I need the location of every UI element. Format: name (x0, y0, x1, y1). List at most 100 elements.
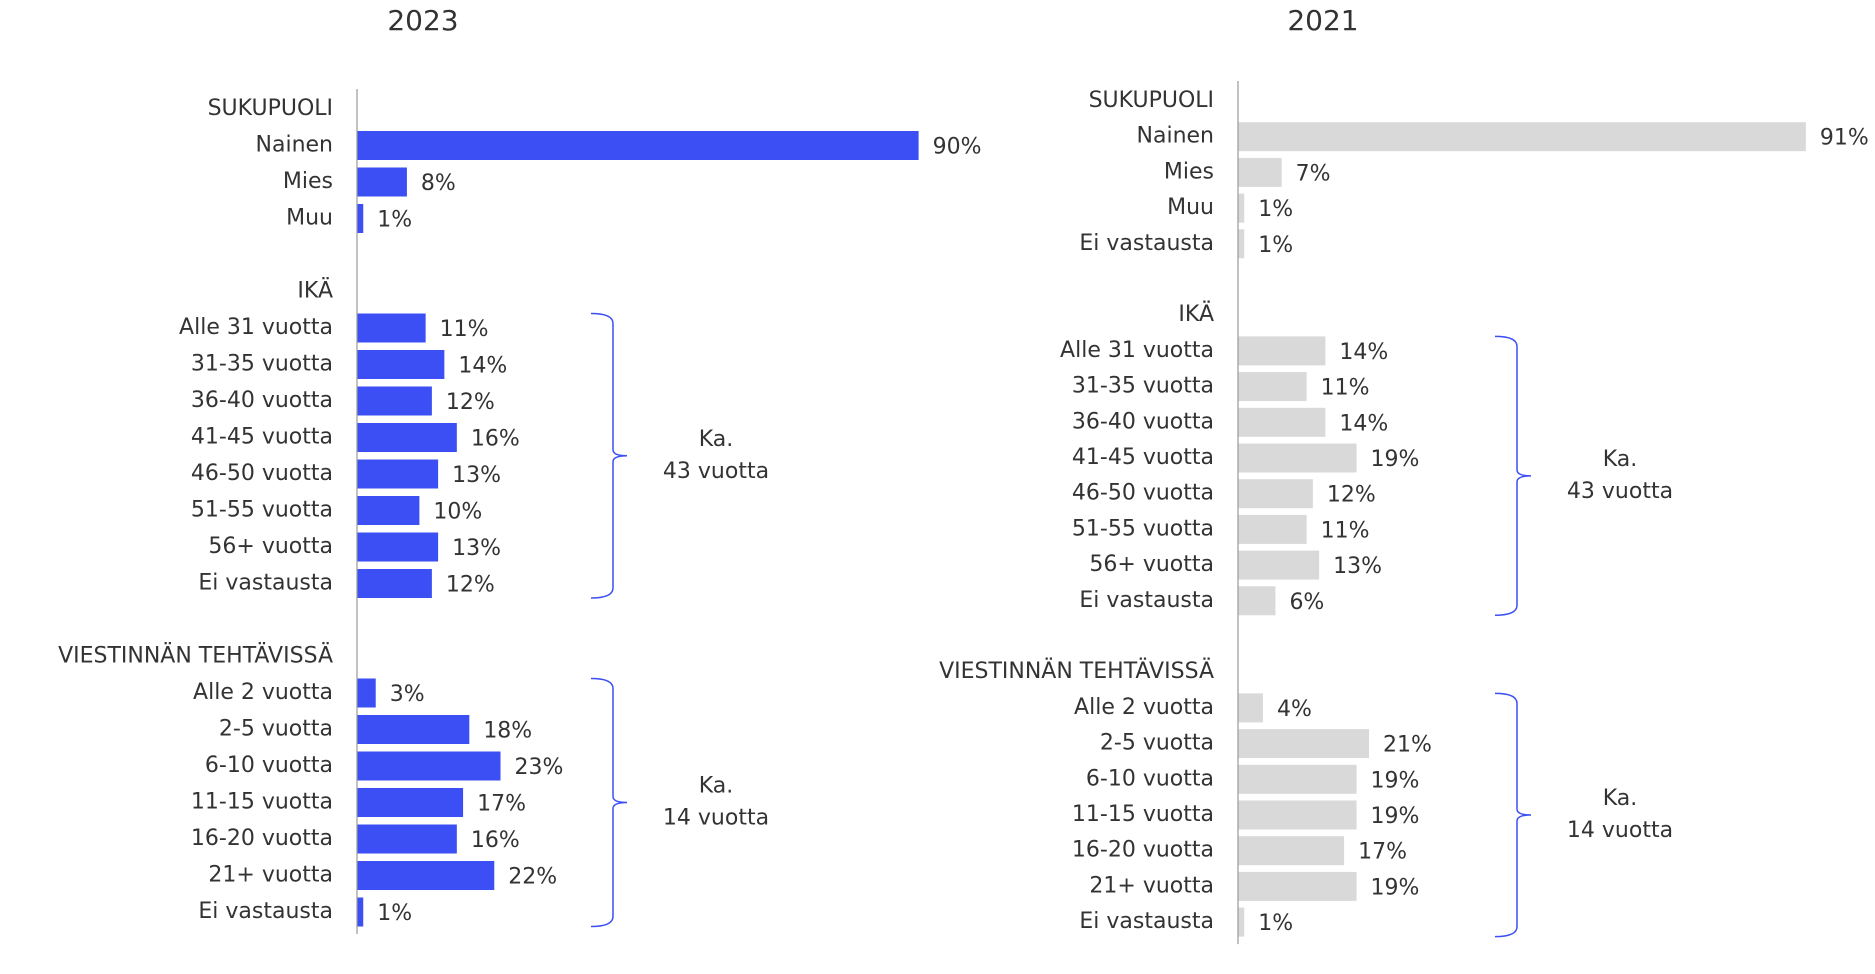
bracket (1494, 692, 1532, 938)
value-label: 11% (1321, 518, 1370, 543)
bar (1238, 229, 1245, 259)
group-heading: IKÄ (1178, 301, 1214, 327)
value-label: 13% (452, 536, 501, 561)
bar (357, 532, 439, 562)
value-label: 19% (1371, 768, 1420, 793)
value-label: 14% (458, 354, 507, 379)
category-label: 2-5 vuotta (219, 717, 333, 742)
bar (1238, 514, 1307, 544)
bar (1238, 729, 1370, 759)
category-label: 46-50 vuotta (191, 461, 333, 486)
bar (357, 569, 432, 598)
category-label: Mies (1164, 159, 1214, 184)
value-label: 7% (1296, 161, 1331, 186)
category-label: Muu (286, 206, 333, 231)
chart-title: 2021 (1287, 4, 1358, 37)
bar (1238, 836, 1345, 866)
category-label: 36-40 vuotta (1072, 409, 1214, 434)
category-label: Ei vastausta (1079, 231, 1214, 256)
value-label: 13% (452, 463, 501, 488)
bar (1238, 407, 1326, 437)
bar (357, 313, 426, 343)
bar (357, 459, 439, 489)
category-label: 31-35 vuotta (1072, 374, 1214, 399)
value-label: 12% (446, 573, 495, 598)
category-label: Muu (1167, 195, 1214, 220)
bar (357, 204, 364, 233)
annotation: Ka. (1603, 786, 1638, 811)
value-label: 8% (421, 171, 456, 196)
annotation: Ka. (699, 774, 734, 799)
category-label: Alle 2 vuotta (1074, 695, 1214, 720)
category-label: 41-45 vuotta (191, 425, 333, 450)
group-heading: VIESTINNÄN TEHTÄVISSÄ (58, 643, 333, 669)
bar (1238, 443, 1357, 473)
group-heading: VIESTINNÄN TEHTÄVISSÄ (939, 658, 1214, 684)
bar (357, 167, 407, 197)
value-label: 23% (515, 755, 564, 780)
annotation: 14 vuotta (663, 806, 769, 831)
value-label: 1% (377, 901, 412, 926)
category-label: 56+ vuotta (1089, 552, 1214, 577)
annotation: Ka. (1603, 447, 1638, 472)
category-label: Ei vastausta (1079, 588, 1214, 613)
bar (357, 897, 364, 927)
category-label: Nainen (1137, 124, 1214, 149)
category-label: Alle 2 vuotta (193, 680, 333, 705)
value-label: 11% (1321, 376, 1370, 401)
value-label: 21% (1383, 733, 1432, 758)
value-label: 17% (477, 792, 526, 817)
category-label: Nainen (256, 133, 333, 158)
category-label: Alle 31 vuotta (179, 315, 333, 340)
group-heading: SUKUPUOLI (1089, 88, 1214, 113)
bar (357, 861, 495, 890)
category-label: 16-20 vuotta (1072, 838, 1214, 863)
annotation: 43 vuotta (663, 459, 769, 484)
bar (357, 423, 457, 452)
value-label: 3% (390, 682, 425, 707)
value-label: 18% (483, 719, 532, 744)
value-label: 19% (1371, 804, 1420, 829)
value-label: 1% (377, 208, 412, 233)
value-label: 10% (433, 500, 482, 525)
value-label: 14% (1339, 340, 1388, 365)
bar (1238, 157, 1282, 187)
value-label: 17% (1358, 840, 1407, 865)
annotation: 43 vuotta (1567, 479, 1673, 504)
group-heading: IKÄ (297, 278, 333, 304)
category-label: 51-55 vuotta (191, 498, 333, 523)
value-label: 4% (1277, 697, 1312, 722)
category-label: 31-35 vuotta (191, 352, 333, 377)
value-label: 22% (508, 865, 557, 890)
bracket (590, 677, 628, 928)
value-label: 1% (1258, 233, 1293, 258)
value-label: 11% (440, 317, 489, 342)
category-label: Ei vastausta (1079, 909, 1214, 934)
bar (357, 788, 464, 817)
value-label: 91% (1820, 126, 1869, 151)
value-label: 14% (1339, 411, 1388, 436)
bar (357, 350, 445, 379)
category-label: 51-55 vuotta (1072, 516, 1214, 541)
bar (1238, 193, 1245, 223)
category-label: 56+ vuotta (208, 534, 333, 559)
category-label: 6-10 vuotta (205, 753, 333, 778)
bar (1238, 122, 1806, 152)
bar (357, 496, 420, 525)
category-label: 21+ vuotta (1089, 873, 1214, 898)
category-label: 21+ vuotta (208, 863, 333, 888)
category-label: 6-10 vuotta (1086, 766, 1214, 791)
value-label: 16% (471, 427, 520, 452)
value-label: 1% (1258, 197, 1293, 222)
category-label: 41-45 vuotta (1072, 445, 1214, 470)
bar (1238, 800, 1357, 830)
bar (357, 678, 376, 708)
bracket (1494, 335, 1532, 617)
category-label: 16-20 vuotta (191, 826, 333, 851)
group-heading: SUKUPUOLI (208, 96, 333, 121)
value-label: 13% (1333, 554, 1382, 579)
bar (1238, 764, 1357, 794)
category-label: 11-15 vuotta (1072, 802, 1214, 827)
bar (1238, 907, 1245, 937)
